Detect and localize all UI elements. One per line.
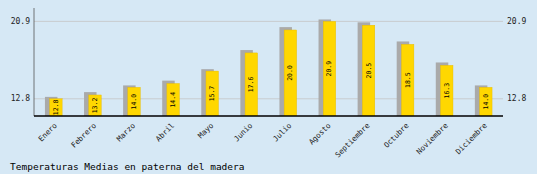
data-label: 20.5 [365, 63, 373, 79]
bar [128, 87, 141, 116]
x-axis-line [34, 115, 503, 117]
data-label: 13.2 [91, 98, 99, 114]
x-tick-label: Mayo [196, 121, 215, 140]
bar [89, 95, 102, 116]
bar [362, 25, 375, 116]
x-tick-label: Noviembre [415, 121, 450, 156]
x-tick-label: Marzo [115, 121, 138, 144]
data-label: 20.0 [286, 65, 294, 81]
bar [440, 65, 453, 116]
y-axis-line [34, 8, 35, 116]
bar [480, 87, 493, 116]
y2-tick-label: 20.9 [507, 17, 526, 26]
data-label: 14.0 [130, 94, 138, 110]
bar [50, 99, 63, 116]
bar [206, 71, 219, 116]
y-tick-label: 20.9 [11, 17, 30, 26]
data-label: 12.8 [52, 99, 60, 115]
x-tick-label: Julio [271, 121, 294, 144]
x-tick-label: Enero [37, 121, 60, 144]
data-label: 17.6 [247, 77, 255, 93]
data-label: 15.7 [208, 86, 216, 102]
background [0, 0, 537, 174]
data-label: 14.0 [482, 94, 490, 110]
grid-line [34, 98, 503, 99]
data-label: 20.9 [325, 61, 333, 77]
x-tick-label: Agosto [307, 121, 333, 147]
x-tick-label: Octubre [382, 121, 411, 150]
data-label: 18.5 [404, 72, 412, 88]
y-tick-label: 12.8 [11, 94, 30, 103]
bar [401, 44, 414, 116]
bar [323, 21, 336, 116]
bar [245, 53, 258, 116]
bars [45, 19, 492, 116]
y2-tick-label: 12.8 [507, 94, 526, 103]
x-tick-label: Abril [154, 121, 176, 143]
x-tick-label: Febrero [69, 121, 98, 150]
bar [284, 30, 297, 116]
title: Temperaturas Medias en paterna del mader… [10, 161, 245, 172]
data-label: 14.4 [169, 92, 177, 108]
x-tick-label: Junio [232, 121, 255, 144]
grid-line [34, 21, 503, 22]
x-tick-label: Septiembre [333, 121, 372, 160]
bar [167, 84, 180, 116]
data-label: 16.3 [443, 83, 451, 99]
chart: 12.8 13.2 14.0 14.4 15.7 17.6 20.0 20.9 20.5 18.5… [0, 0, 537, 174]
x-tick-label: Diciembre [454, 121, 489, 156]
